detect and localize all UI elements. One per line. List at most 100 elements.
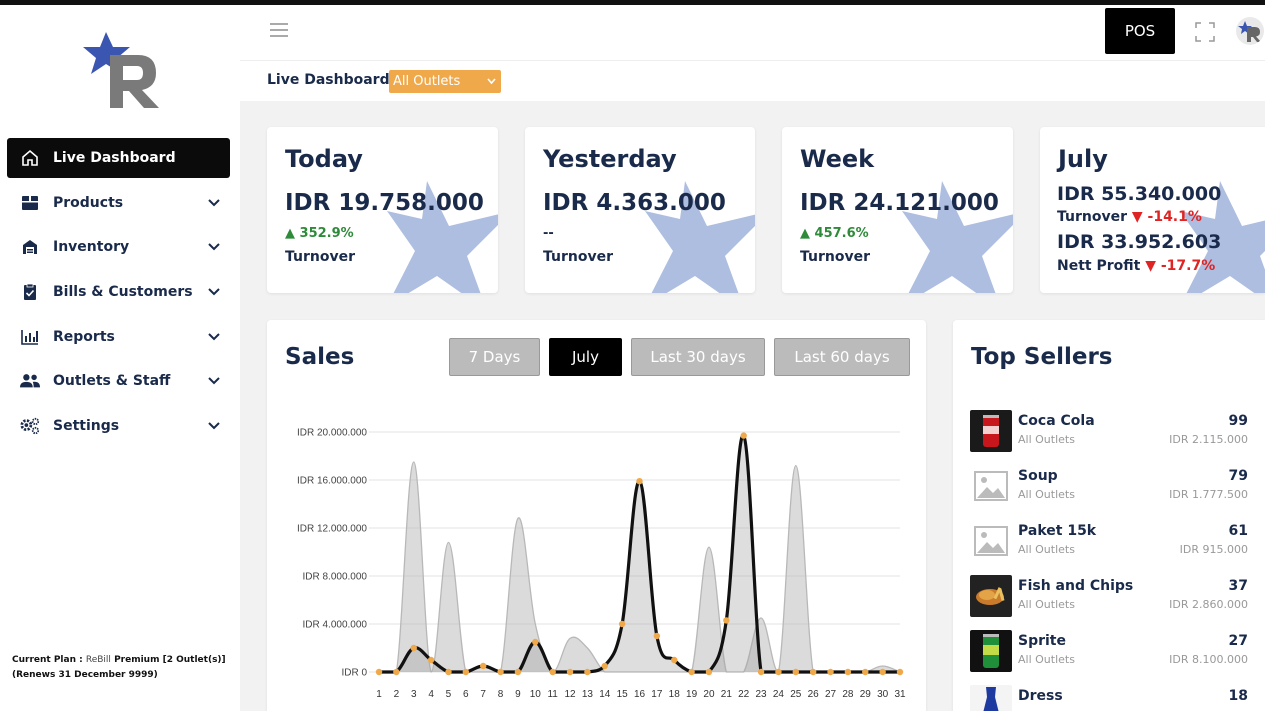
series-area (379, 435, 900, 672)
seller-qty: 79 (1228, 468, 1248, 484)
sidebar-item-products[interactable]: Products (7, 183, 230, 223)
seller-outlet: All Outlets (1018, 598, 1075, 611)
x-tick-label: 12 (564, 689, 576, 700)
seller-row[interactable]: Paket 15k All Outlets 61 IDR 915.000 (970, 520, 1248, 564)
x-tick-label: 8 (498, 689, 504, 700)
fish-chips-icon (970, 575, 1012, 617)
chevron-down-icon (204, 422, 224, 430)
stat-label: Today (285, 145, 363, 173)
stat-label: Yesterday (543, 145, 677, 173)
sales-chart: IDR 0 IDR 4.000.000 IDR 8.000.000 IDR 12.00… (297, 428, 906, 701)
image-placeholder-icon (970, 465, 1012, 507)
series-line (378, 461, 901, 673)
seller-outlet: All Outlets (1018, 543, 1075, 556)
chevron-down-icon (204, 243, 224, 251)
plan-brand: ReBill (85, 655, 111, 665)
data-point (723, 617, 730, 624)
data-point (636, 478, 643, 485)
avatar[interactable] (1236, 17, 1264, 45)
data-point (862, 668, 869, 676)
x-tick-label: 23 (756, 689, 768, 700)
x-tick-label: 14 (599, 689, 611, 700)
data-point (462, 668, 470, 676)
sidebar-item-settings[interactable]: Settings (7, 406, 230, 446)
seller-row[interactable]: Fish and Chips All Outlets 37 IDR 2.860.… (970, 575, 1248, 619)
series-area (379, 462, 900, 672)
data-point (532, 638, 539, 646)
seller-row[interactable]: Coca Cola All Outlets 99 IDR 2.115.000 (970, 410, 1248, 454)
top-header: POS (240, 5, 1265, 61)
seller-name: Fish and Chips (1018, 578, 1134, 594)
seller-name: Sprite (1018, 633, 1066, 649)
pos-button[interactable]: POS (1105, 8, 1175, 54)
stat-card-yesterday: Yesterday IDR 4.363.000 -- Turnover (525, 127, 755, 293)
data-point (514, 668, 522, 676)
star-decoration-icon (902, 181, 1013, 293)
chevron-down-icon (204, 288, 224, 296)
star-decoration-icon (387, 181, 498, 293)
fullscreen-icon[interactable] (1195, 22, 1215, 42)
sidebar-item-outlets-staff[interactable]: Outlets & Staff (7, 361, 230, 401)
sales-card: Sales 7 Days July Last 30 days Last 60 d… (267, 320, 926, 711)
seller-row[interactable]: Dress 18 (970, 685, 1248, 711)
top-sellers-title: Top Sellers (971, 344, 1113, 370)
clipboard-icon (20, 282, 40, 302)
range-button-7-days[interactable]: 7 Days (449, 338, 540, 376)
range-button-last-30-days[interactable]: Last 30 days (631, 338, 765, 376)
x-tick-label: 10 (530, 689, 542, 700)
x-tick-label: 31 (894, 689, 906, 700)
stat-amount: IDR 4.363.000 (543, 190, 726, 216)
month-turnover-line: Turnover ▼ -14.1% (1057, 209, 1202, 225)
x-tick-label: 13 (582, 689, 594, 700)
stat-caption: Turnover (543, 249, 613, 265)
sidebar-item-reports[interactable]: Reports (7, 317, 230, 357)
x-tick-label: 3 (411, 689, 417, 700)
seller-row[interactable]: Soup All Outlets 79 IDR 1.777.500 (970, 465, 1248, 509)
x-tick-label: 19 (686, 689, 698, 700)
box-icon (20, 193, 40, 213)
seller-amount: IDR 915.000 (1179, 543, 1248, 556)
month-turnover-amount: IDR 55.340.000 (1057, 183, 1222, 205)
sidebar-item-label: Settings (53, 418, 120, 435)
range-button-july[interactable]: July (549, 338, 622, 376)
range-button-last-60-days[interactable]: Last 60 days (774, 338, 910, 376)
data-point (410, 644, 417, 652)
sidebar-item-label: Bills & Customers (53, 284, 193, 301)
x-tick-label: 15 (617, 689, 629, 700)
seller-row[interactable]: Sprite All Outlets 27 IDR 8.100.000 (970, 630, 1248, 674)
rebill-logo[interactable] (80, 29, 162, 113)
month-profit-line: Nett Profit ▼ -17.7% (1057, 258, 1215, 274)
y-tick-label: IDR 0 (341, 668, 367, 679)
stat-card-month: July IDR 55.340.000 Turnover ▼ -14.1% ID… (1040, 127, 1265, 293)
x-tick-label: 9 (515, 689, 521, 700)
data-point (879, 668, 886, 676)
outlet-select[interactable]: All Outlets (389, 70, 501, 93)
x-tick-label: 20 (703, 689, 715, 700)
window-top-bar (0, 0, 1265, 5)
y-tick-label: IDR 16.000.000 (297, 476, 367, 487)
sales-title: Sales (285, 344, 355, 370)
data-point (809, 668, 817, 676)
sub-header: Live Dashboard All Outlets (240, 61, 1265, 101)
seller-qty: 18 (1228, 688, 1248, 704)
x-tick-label: 24 (773, 689, 785, 700)
y-tick-label: IDR 4.000.000 (303, 620, 368, 631)
menu-toggle-icon[interactable] (270, 23, 288, 39)
chevron-down-icon (204, 377, 224, 385)
x-tick-label: 7 (480, 689, 486, 700)
month-profit-label: Nett Profit (1057, 258, 1141, 274)
sidebar-item-label: Live Dashboard (53, 150, 176, 166)
sidebar-item-live-dashboard[interactable]: Live Dashboard (7, 138, 230, 178)
stat-change: ▲ 352.9% (285, 226, 354, 241)
x-tick-label: 22 (738, 689, 750, 700)
sidebar-item-label: Inventory (53, 239, 130, 256)
seller-amount: IDR 1.777.500 (1169, 488, 1248, 501)
stat-change: -- (543, 226, 554, 241)
sidebar-item-inventory[interactable]: Inventory (7, 227, 230, 267)
y-tick-label: IDR 12.000.000 (297, 524, 367, 535)
sidebar-item-bills-customers[interactable]: Bills & Customers (7, 272, 230, 312)
seller-amount: IDR 2.115.000 (1169, 433, 1248, 446)
sidebar-item-label: Outlets & Staff (53, 373, 171, 390)
x-tick-label: 16 (634, 689, 646, 700)
series-line (378, 433, 900, 674)
